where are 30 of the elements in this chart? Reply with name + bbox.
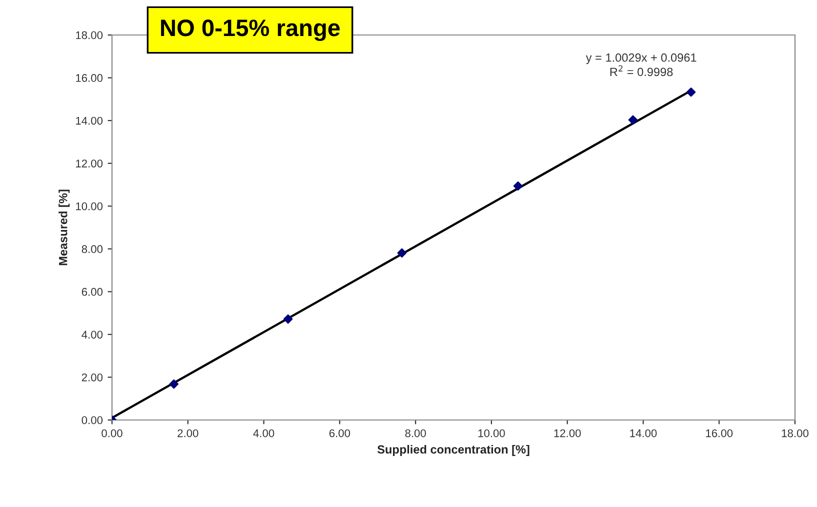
y-tick-label: 2.00 (82, 373, 103, 382)
point (283, 314, 293, 324)
x-tick-label: 12.00 (554, 429, 581, 438)
y-tick-label: 18.00 (76, 31, 103, 40)
y-tick-label: 10.00 (76, 202, 103, 210)
x-tick-label: 18.00 (782, 429, 808, 438)
x-tick-label: 4.00 (253, 429, 274, 438)
y-tick-label: 12.00 (76, 160, 103, 168)
y-tick-label: 0.00 (82, 416, 103, 424)
x-tick-label: 14.00 (630, 429, 657, 438)
x-tick-label: 0.00 (102, 429, 122, 438)
x-tick-label: 2.00 (178, 429, 198, 438)
y-tick-label: 16.00 (76, 74, 103, 82)
annotation: y = 1.0029x + 0.0961 R$^{2}$ = 0.9998 (586, 53, 696, 76)
y-tick-label: 14.00 (76, 116, 103, 125)
y-tick-label: 6.00 (82, 288, 103, 296)
y-axis-title: Measured [%] (58, 190, 70, 266)
x-tick-label: 6.00 (329, 429, 350, 438)
y-tick-label: 4.00 (82, 330, 103, 339)
x-tick-label: 16.00 (706, 429, 733, 438)
chart-title: NO 0-15% range (161, 20, 340, 42)
point (397, 248, 407, 258)
point (628, 115, 638, 125)
x-axis-title: Supplied concentration [%] (377, 444, 530, 456)
y-tick-label: 8.00 (82, 245, 103, 254)
point (686, 87, 696, 97)
point (169, 379, 178, 389)
x-tick-label: 8.00 (405, 429, 426, 438)
x-tick-label: 10.00 (478, 429, 505, 438)
point (513, 181, 523, 191)
